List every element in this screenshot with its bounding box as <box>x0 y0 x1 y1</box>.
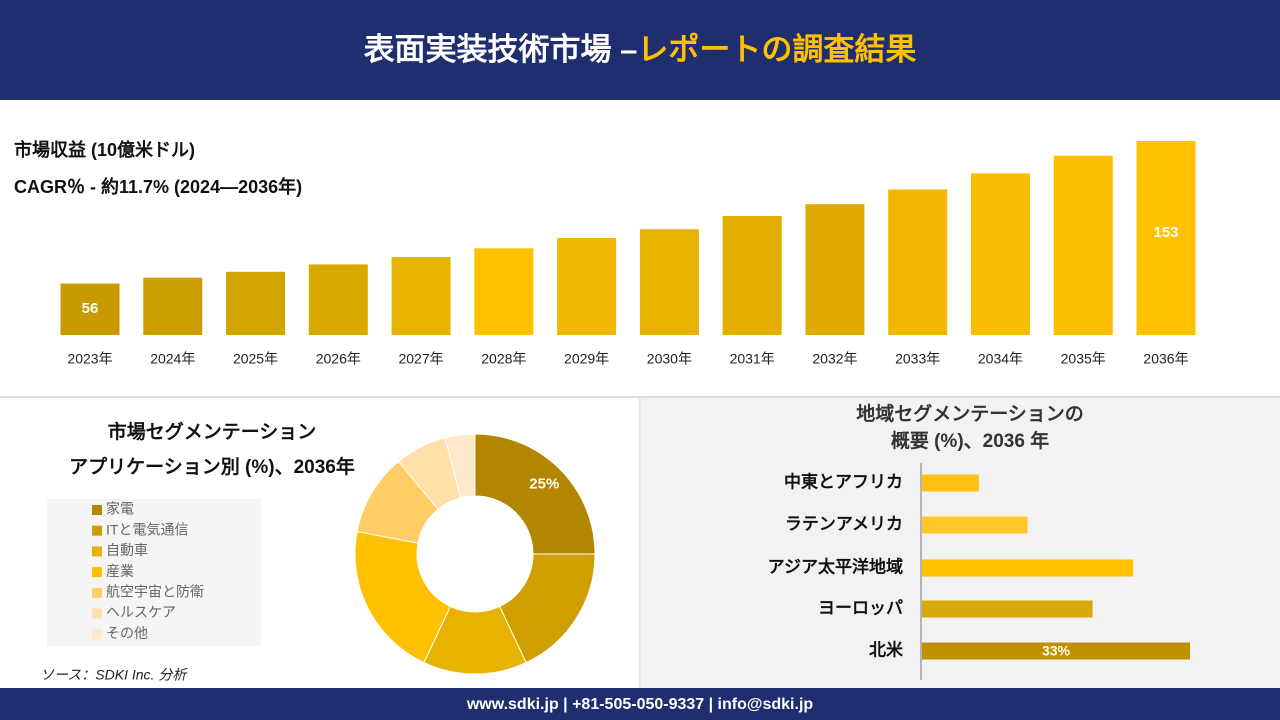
bar <box>805 204 865 335</box>
x-tick-label: 2031年 <box>730 351 775 367</box>
bar <box>226 271 286 335</box>
bar <box>391 257 451 335</box>
category-label: 中東とアフリカ <box>784 471 903 491</box>
footer-bar <box>0 688 1280 720</box>
value-label: 25% <box>529 476 559 493</box>
title-main: 表面実装技術市場 – <box>364 32 638 67</box>
x-tick-label: 2023年 <box>67 351 112 367</box>
x-tick-label: 2032年 <box>812 351 857 367</box>
bar <box>557 238 617 335</box>
donut-slice <box>474 433 596 555</box>
bar <box>722 215 782 335</box>
donut-title: 市場セグメンテーション <box>108 420 317 443</box>
legend-swatch <box>92 567 102 578</box>
bar <box>308 264 368 335</box>
title-highlight: レポートの調査結果 <box>637 32 916 67</box>
x-tick-label: 2027年 <box>398 351 443 367</box>
x-tick-label: 2035年 <box>1061 351 1106 367</box>
region-title: 地域セグメンテーションの <box>856 402 1084 425</box>
value-label: 153 <box>1153 224 1178 241</box>
source: ソース：SDKI Inc. 分析 <box>40 667 188 683</box>
legend-label: ITと電気通信 <box>106 521 188 537</box>
legend-label: 家電 <box>106 501 134 517</box>
bar <box>1053 155 1113 335</box>
x-tick-label: 2025年 <box>233 351 278 367</box>
footer-text: www.sdki.jp | +81-505-050-9337 | info@sd… <box>466 696 814 713</box>
legend-swatch <box>92 608 102 619</box>
bar <box>888 189 948 335</box>
bar-subtitle: CAGR％ - 約11.7% (2024―2036年) <box>14 176 302 197</box>
x-tick-label: 2026年 <box>316 351 361 367</box>
x-tick-label: 2024年 <box>150 351 195 367</box>
region-subtitle: 概要 (%)、2036 年 <box>891 429 1049 452</box>
bar <box>474 248 534 335</box>
region-panel <box>641 398 1280 688</box>
category-label: ラテンアメリカ <box>785 514 903 533</box>
legend-swatch <box>92 505 102 515</box>
donut-slice <box>354 530 451 664</box>
legend-label: 産業 <box>106 563 134 579</box>
bar-title: 市場収益 (10億米ドル) <box>14 139 195 160</box>
bar <box>60 283 120 335</box>
legend-label: その他 <box>106 625 148 641</box>
legend-label: 自動車 <box>106 542 148 558</box>
header-title: 表面実装技術市場 –レポートの調査結果 <box>364 32 917 67</box>
x-tick-label: 2033年 <box>895 351 940 367</box>
legend-label: 航空宇宙と防衛 <box>106 584 204 600</box>
x-tick-label: 2036年 <box>1143 351 1188 367</box>
bar <box>970 173 1030 335</box>
legend-label: ヘルスケア <box>106 604 176 620</box>
category-label: 北米 <box>869 639 904 659</box>
bar <box>922 642 1190 660</box>
category-label: ヨーロッパ <box>818 598 903 617</box>
bar <box>922 516 1028 534</box>
x-tick-label: 2030年 <box>647 351 692 367</box>
legend-swatch <box>92 525 102 536</box>
donut-subtitle: アプリケーション別 (%)、2036年 <box>69 455 355 478</box>
header-bar <box>0 0 1280 100</box>
donut-slice <box>444 433 476 499</box>
bar <box>639 229 699 335</box>
x-tick-label: 2028年 <box>481 351 526 367</box>
legend-swatch <box>92 546 102 557</box>
legend-box <box>47 499 261 646</box>
value-label: 56 <box>82 300 99 317</box>
bar <box>922 559 1134 577</box>
x-tick-label: 2034年 <box>978 351 1023 367</box>
category-label: アジア太平洋地域 <box>768 556 903 576</box>
x-tick-label: 2029年 <box>564 351 609 367</box>
legend-swatch <box>92 587 102 598</box>
bar <box>922 474 979 492</box>
value-label: 33% <box>1042 643 1071 659</box>
legend-swatch <box>92 629 102 640</box>
bar <box>922 600 1093 618</box>
bar <box>1136 141 1196 335</box>
bar <box>143 277 203 335</box>
